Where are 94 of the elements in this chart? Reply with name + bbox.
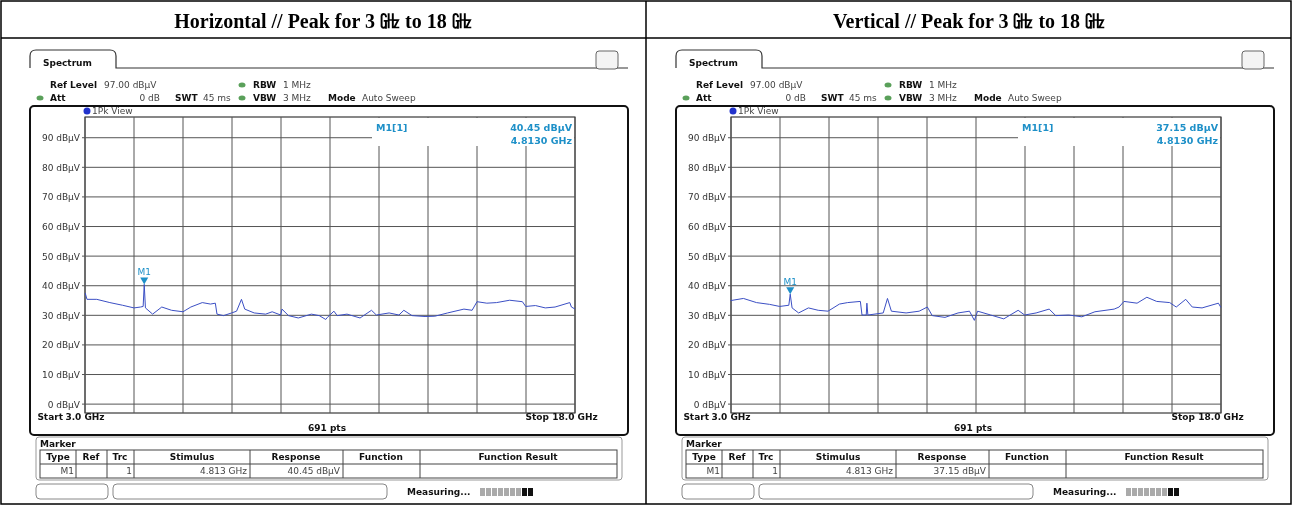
text: Start	[37, 412, 64, 422]
text: 691 pts	[953, 423, 993, 433]
y-tick-label: 90 dBµV	[687, 133, 727, 144]
text: Measuring...	[407, 487, 471, 497]
chart-title: Horizontal // Peak for 3 ㎓ to 18 ㎓	[174, 10, 472, 32]
y-tick-label: 10 dBµV	[41, 370, 81, 381]
y-tick-label: 20 dBµV	[41, 340, 81, 351]
y-tick-label: 40 dBµV	[687, 281, 727, 292]
text: Att	[696, 93, 713, 103]
text: Mode	[328, 93, 356, 103]
text: 1	[126, 466, 132, 476]
text: Marker	[686, 439, 723, 449]
text: 97.00 dBµV	[750, 80, 804, 90]
text: Ref	[82, 452, 100, 462]
text: Function	[1005, 452, 1049, 462]
annotation: 40.45 dBµV	[510, 122, 573, 133]
text: Measuring...	[1053, 487, 1117, 497]
y-tick-label: 30 dBµV	[41, 310, 81, 321]
y-tick-label: 70 dBµV	[687, 192, 727, 203]
y-tick-label: 60 dBµV	[687, 222, 727, 233]
text: Function Result	[1124, 452, 1205, 462]
text: 1Pk View	[92, 106, 133, 116]
annotation: M1	[783, 277, 797, 288]
annotation: 4.8130 GHz	[510, 135, 573, 146]
text: 691 pts	[307, 423, 347, 433]
annotation: 37.15 dBµV	[1156, 122, 1219, 133]
text: Trc	[112, 452, 128, 462]
y-tick-label: 60 dBµV	[41, 222, 81, 233]
text: 37.15 dBµV	[933, 466, 987, 476]
text: Start	[683, 412, 710, 422]
text: RBW	[253, 80, 277, 90]
text: Ref Level	[696, 80, 743, 90]
text: Stimulus	[815, 452, 861, 462]
text: 45 ms	[849, 93, 878, 103]
y-tick-label: 80 dBµV	[41, 162, 81, 173]
annotation: M1[1]	[1022, 122, 1054, 133]
text: 45 ms	[203, 93, 232, 103]
text: 97.00 dBµV	[104, 80, 158, 90]
x-tick-label: 3.0 GHz	[65, 412, 105, 422]
y-tick-label: 10 dBµV	[687, 370, 727, 381]
x-tick-label: 3.0 GHz	[711, 412, 751, 422]
text: SWT	[821, 93, 845, 103]
text: Type	[692, 452, 716, 462]
text: 0 dB	[139, 93, 160, 103]
y-tick-label: 50 dBµV	[687, 251, 727, 262]
text: RBW	[899, 80, 923, 90]
text: 1Pk View	[738, 106, 779, 116]
text: Response	[917, 452, 967, 462]
annotation: Stop	[1171, 412, 1196, 422]
text: Att	[50, 93, 67, 103]
text: Spectrum	[43, 58, 92, 68]
text: VBW	[899, 93, 923, 103]
text: Stimulus	[169, 452, 215, 462]
text: Auto Sweep	[362, 93, 416, 103]
text: M1	[60, 466, 74, 476]
y-tick-label: 0 dBµV	[693, 399, 727, 410]
text: 4.813 GHz	[845, 466, 894, 476]
annotation: 4.8130 GHz	[1156, 135, 1219, 146]
text: 1 MHz	[929, 80, 958, 90]
text: 1 MHz	[283, 80, 312, 90]
text: 3 MHz	[929, 93, 958, 103]
text: Marker	[40, 439, 77, 449]
text: Ref Level	[50, 80, 97, 90]
y-tick-label: 0 dBµV	[47, 399, 81, 410]
text: Function	[359, 452, 403, 462]
y-tick-label: 20 dBµV	[687, 340, 727, 351]
text: Auto Sweep	[1008, 93, 1062, 103]
chart-title: Vertical // Peak for 3 ㎓ to 18 ㎓	[832, 10, 1106, 32]
y-tick-label: 30 dBµV	[687, 310, 727, 321]
annotation: M1[1]	[376, 122, 408, 133]
text: Spectrum	[689, 58, 738, 68]
text: Ref	[728, 452, 746, 462]
text: Response	[271, 452, 321, 462]
text: Trc	[758, 452, 774, 462]
y-tick-label: 90 dBµV	[41, 133, 81, 144]
annotation: M1	[137, 267, 151, 278]
y-tick-label: 50 dBµV	[41, 251, 81, 262]
text: SWT	[175, 93, 199, 103]
y-tick-label: 40 dBµV	[41, 281, 81, 292]
y-tick-label: 70 dBµV	[41, 192, 81, 203]
text: 0 dB	[785, 93, 806, 103]
text: Mode	[974, 93, 1002, 103]
text: 3 MHz	[283, 93, 312, 103]
x-tick-label: 18.0 GHz	[552, 412, 598, 422]
text: 4.813 GHz	[199, 466, 248, 476]
text: 40.45 dBµV	[287, 466, 341, 476]
y-tick-label: 80 dBµV	[687, 162, 727, 173]
text: Type	[46, 452, 70, 462]
annotation: Stop	[525, 412, 550, 422]
x-tick-label: 18.0 GHz	[1198, 412, 1244, 422]
text: VBW	[253, 93, 277, 103]
text: Function Result	[478, 452, 559, 462]
text: M1	[706, 466, 720, 476]
text: 1	[772, 466, 778, 476]
